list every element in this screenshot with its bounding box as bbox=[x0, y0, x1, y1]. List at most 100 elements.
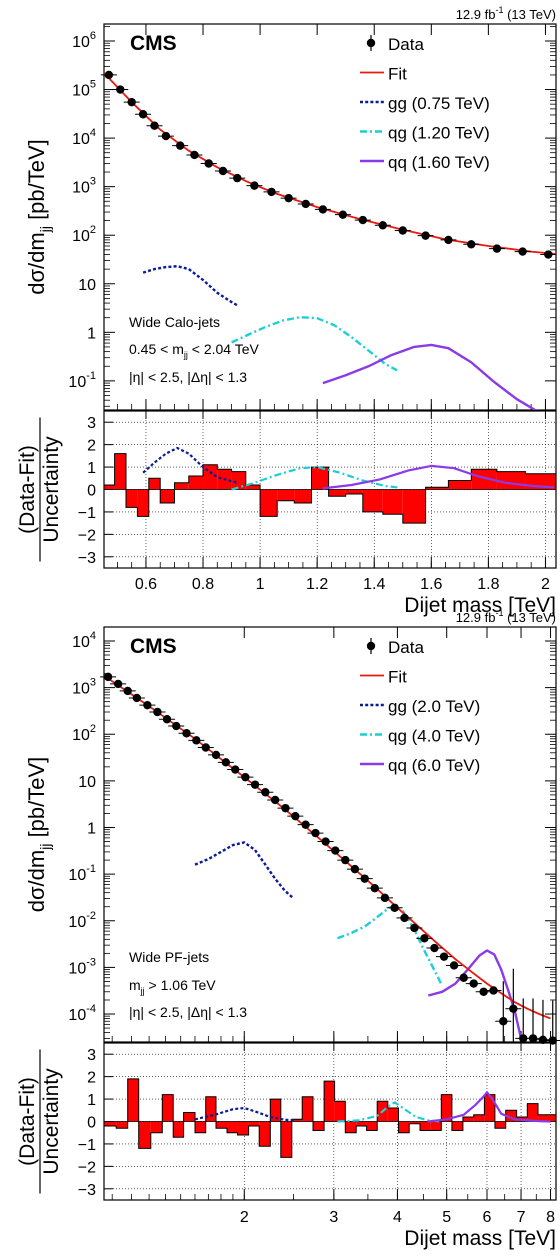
panel1-legend-label: qg (1.20 TeV) bbox=[388, 124, 490, 143]
panel2-ratio-bar bbox=[183, 1112, 195, 1122]
panel2-chart: 12.9 fb-1 (13 TeV)10-410-310-210-1110102… bbox=[16, 608, 560, 1250]
panel1-ratio-bar bbox=[294, 489, 312, 503]
panel1-ratio-bar bbox=[174, 482, 189, 490]
panel1-ratio-tick-label: −3 bbox=[78, 550, 96, 567]
panel2-lumi-label: 12.9 fb-1 (13 TeV) bbox=[456, 608, 556, 625]
panel2-legend-label: Data bbox=[388, 638, 424, 657]
panel1-ratio-bar bbox=[448, 480, 472, 490]
panel1-data-point bbox=[214, 166, 231, 176]
panel2-ratio-outline bbox=[104, 1078, 556, 1158]
panel1-ratio-tick-label: 3 bbox=[87, 415, 96, 432]
panel1-data-point-marker bbox=[204, 159, 213, 168]
panel2-y-tick-label: 104 bbox=[72, 630, 96, 651]
panel2-fit-curve bbox=[104, 674, 551, 1020]
panel1-legend-entry-4: qq (1.60 TeV) bbox=[360, 153, 490, 172]
panel2-ratio-bar bbox=[138, 1121, 151, 1149]
panel2-data-point bbox=[100, 672, 117, 682]
panel1-data-point-marker bbox=[250, 181, 259, 190]
panel1-data-point-marker bbox=[544, 250, 553, 259]
panel2-data-point-marker bbox=[221, 758, 231, 767]
panel2-y-tick-label: 103 bbox=[72, 677, 96, 698]
panel1-ratio-bar bbox=[471, 469, 497, 490]
panel2-ratio-bar bbox=[398, 1121, 410, 1133]
panel1-ratio-bar bbox=[402, 489, 426, 524]
panel2-legend-label: qq (6.0 TeV) bbox=[388, 756, 480, 775]
panel2-data-point bbox=[455, 973, 472, 982]
panel1-data-point-marker bbox=[467, 240, 476, 249]
panel2-data-point bbox=[485, 986, 502, 995]
panel2-y-tick-label: 10 bbox=[78, 774, 96, 791]
panel1-annotation: Wide Calo-jets bbox=[129, 314, 220, 330]
panel2-data-point bbox=[525, 998, 542, 1043]
panel1-data-point bbox=[514, 247, 531, 256]
panel2-data-point bbox=[436, 952, 453, 961]
panel2-data-point-marker bbox=[400, 913, 409, 923]
panel2-x-tick-label: 7 bbox=[517, 1209, 526, 1226]
panel2-data-point bbox=[406, 923, 423, 933]
panel2-x-axis-label: Dijet mass [TeV] bbox=[404, 1227, 556, 1250]
panel2-data-point-marker bbox=[211, 750, 221, 760]
panel1-signal-curve-2 bbox=[322, 343, 538, 410]
panel2-data-point-marker bbox=[430, 943, 439, 953]
panel2-data-point-marker bbox=[449, 961, 459, 970]
panel2-data-point-marker bbox=[489, 986, 498, 995]
panel2-legend-marker bbox=[366, 641, 376, 651]
panel1-data-point bbox=[172, 141, 189, 150]
panel2-ratio-bar bbox=[270, 1099, 281, 1122]
panel2-signal-curve-2 bbox=[427, 949, 523, 1039]
panel2-ratio-bar bbox=[227, 1121, 238, 1133]
panel2-ratio-bar bbox=[127, 1078, 139, 1122]
panel1-data-point bbox=[112, 85, 129, 94]
panel2-data-point bbox=[465, 979, 482, 988]
panel1-annotation: |η| < 2.5, |Δη| < 1.3 bbox=[129, 369, 247, 385]
panel2-data-point-marker bbox=[311, 828, 320, 838]
panel1-ratio-bar bbox=[496, 471, 526, 490]
panel2-data-point bbox=[327, 846, 344, 855]
panel2-ratio-bar bbox=[538, 1114, 556, 1122]
panel2-legend-entry-4: qq (6.0 TeV) bbox=[360, 756, 480, 775]
panel2-data-point-marker bbox=[241, 772, 250, 782]
panel2-data-point bbox=[356, 874, 373, 883]
panel1-ratio-bar bbox=[245, 485, 261, 490]
panel1-data-point bbox=[417, 231, 434, 240]
panel2-data-point-marker bbox=[162, 715, 172, 724]
panel2-ratio-bar bbox=[494, 1121, 506, 1129]
panel1-data-point-marker bbox=[421, 231, 430, 240]
panel2-ratio-bar bbox=[441, 1094, 452, 1122]
panel2-data-point bbox=[178, 729, 195, 738]
panel1-ratio-signal-curve-0 bbox=[142, 446, 238, 484]
panel2-data-point-marker bbox=[380, 893, 390, 903]
panel1-legend-marker bbox=[366, 38, 376, 48]
panel1-y-tick-label: 106 bbox=[72, 30, 96, 51]
panel1-signal-curve-0 bbox=[142, 265, 238, 307]
panel1-data-point-marker bbox=[267, 187, 276, 197]
panel2-ratio-signal-curve-0 bbox=[194, 1106, 294, 1122]
panel2-data-point-marker bbox=[390, 903, 399, 912]
panel1-y-tick-label: 102 bbox=[72, 224, 96, 245]
panel1-ratio-label-bottom: Uncertainty bbox=[40, 436, 63, 543]
panel2-ratio-bar bbox=[162, 1094, 174, 1122]
panel1-data-point-marker bbox=[284, 193, 293, 203]
panel2-data-point bbox=[119, 686, 136, 696]
panel2-data-point-marker bbox=[132, 693, 142, 703]
panel2-data-point bbox=[217, 758, 234, 767]
panel2-data-point-marker bbox=[469, 979, 478, 988]
panel2-ratio-bar bbox=[150, 1121, 163, 1133]
panel2-data-point-marker bbox=[410, 923, 419, 933]
panel1-y-tick-label: 1 bbox=[87, 325, 96, 342]
panel2-data-point bbox=[515, 998, 532, 1043]
panel2-signal-curve-1 bbox=[337, 905, 444, 987]
panel2-ratio-tick-label: 0 bbox=[87, 1115, 96, 1132]
panel2-data-point-marker bbox=[113, 679, 123, 689]
panel1-ratio-bar bbox=[114, 453, 126, 490]
panel1-ratio-bar bbox=[311, 467, 329, 490]
panel2-data-point bbox=[237, 772, 254, 782]
panel2-data-point-marker bbox=[350, 864, 360, 874]
panel2-y-tick-label: 1 bbox=[87, 821, 96, 838]
panel2-ratio-bar bbox=[291, 1119, 303, 1122]
panel1-ratio-bar bbox=[148, 478, 161, 490]
panel2-y-tick-label: 10-4 bbox=[68, 1003, 96, 1024]
panel2-data-point bbox=[426, 943, 443, 953]
panel2-y-axis-label: dσ/dmjj [pb/TeV] bbox=[24, 757, 53, 913]
panel2-y-tick-label: 102 bbox=[72, 723, 96, 744]
